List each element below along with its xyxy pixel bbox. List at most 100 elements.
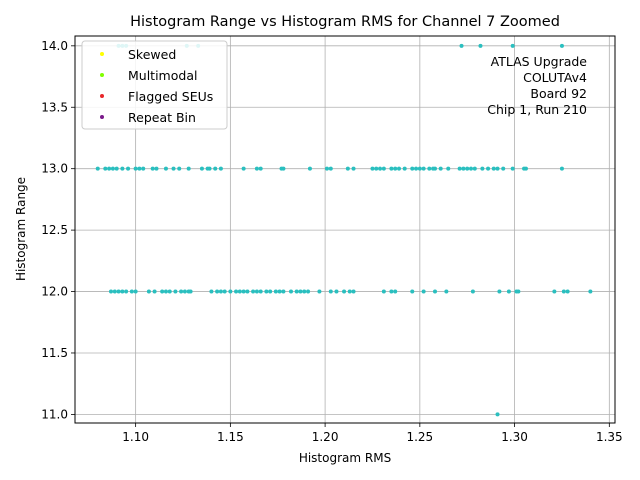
data-point [133,289,138,294]
data-point [478,43,483,48]
data-point [381,289,386,294]
data-point [438,166,443,171]
y-tick-label: 13.0 [41,162,68,176]
x-axis-ticks: 1.10 1.15 1.20 1.25 1.30 1.35 [122,423,623,444]
data-point [486,166,491,171]
data-point [465,166,470,171]
data-point [427,166,432,171]
legend-marker-multimodal [100,73,104,77]
data-point [289,289,293,294]
annotation-line-1: ATLAS Upgrade [491,54,588,69]
data-point [126,166,131,171]
annotation-line-4: Chip 1, Run 210 [487,102,587,117]
data-point [421,289,426,294]
data-point [433,166,437,171]
data-point [109,289,113,294]
data-point [222,289,227,294]
data-point [258,166,263,171]
data-point [389,289,394,294]
legend-box [81,40,228,130]
data-point [393,289,398,294]
data-point [273,289,278,294]
x-tick-label: 1.10 [122,430,149,444]
data-point [213,166,218,171]
data-point [565,289,570,294]
data-point [414,166,419,171]
data-point [328,289,333,294]
run-annotation: ATLAS Upgrade COLUTAv4 Board 92 Chip 1, … [487,54,587,117]
data-point [264,289,269,294]
data-point [302,289,307,294]
data-point [199,166,204,171]
data-point [218,166,223,171]
y-tick-label: 13.5 [41,100,68,114]
data-point [317,289,322,294]
data-point [254,166,259,171]
y-tick-label: 12.0 [41,285,68,299]
data-point [457,166,462,171]
data-point [472,166,477,171]
data-point [182,289,187,294]
legend-label-flagged-seus: Flagged SEUs [128,89,213,104]
data-point [298,289,303,294]
data-points [95,43,593,417]
data-point [469,166,473,171]
x-tick-label: 1.30 [501,430,528,444]
data-point [523,166,528,171]
data-point [177,166,182,171]
data-point [209,289,214,294]
data-point [559,166,564,171]
data-point [258,289,263,294]
legend-label-repeat-bin: Repeat Bin [128,110,196,125]
legend-marker-repeat-bin [100,115,104,119]
data-point [133,166,138,171]
data-point [374,166,379,171]
data-point [410,166,415,171]
data-point [268,289,273,294]
data-point [110,166,115,171]
data-point [342,289,347,294]
data-point [114,166,119,171]
x-tick-label: 1.25 [406,430,433,444]
data-point [234,289,239,294]
data-point [459,43,464,48]
data-point [95,166,100,171]
data-point [237,289,242,294]
y-tick-label: 14.0 [41,39,68,53]
data-point [345,166,350,171]
data-point [241,289,246,294]
annotation-line-2: COLUTAv4 [523,70,587,85]
data-point [497,289,502,294]
data-point [103,166,108,171]
data-point [495,412,500,417]
data-point [146,289,151,294]
data-point [188,289,193,294]
data-point [393,166,398,171]
data-point [397,166,401,171]
axes-frame [74,35,616,424]
y-axis-ticks: 11.0 11.5 12.0 12.5 13.0 13.5 14.0 [41,39,75,421]
data-point [510,43,515,48]
data-point [152,289,157,294]
data-point [347,289,352,294]
x-tick-label: 1.15 [217,430,244,444]
data-point [241,166,246,171]
data-point [120,166,125,171]
data-point [112,289,117,294]
data-point [150,166,155,171]
data-point [470,289,475,294]
data-point [116,289,121,294]
data-point [163,289,168,294]
y-axis-label: Histogram Range [14,177,28,281]
data-point [137,166,142,171]
data-point [378,166,383,171]
y-tick-label: 12.5 [41,223,68,237]
data-point [179,289,184,294]
data-point [107,166,112,171]
data-point [129,289,134,294]
data-point [417,166,422,171]
data-point [433,289,437,294]
data-point [307,166,312,171]
legend-label-multimodal: Multimodal [128,68,197,83]
